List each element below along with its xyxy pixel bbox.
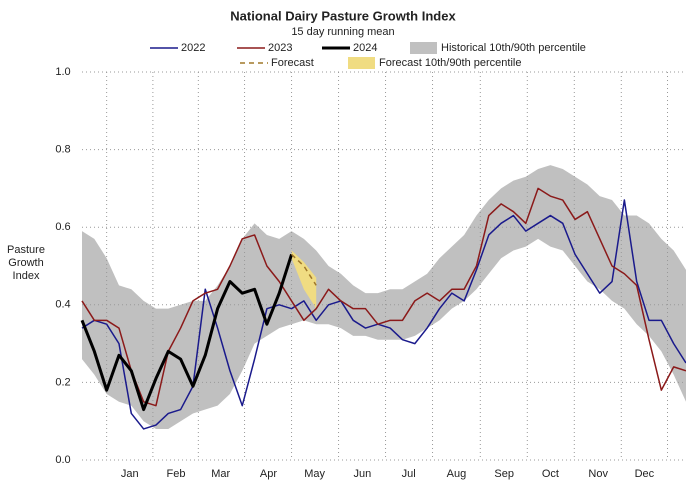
x-tick-label: Jul (402, 468, 416, 480)
y-axis-label: Pasture Growth Index (7, 244, 45, 282)
y-tick-label: 1.0 (55, 66, 70, 78)
y-tick-label: 0.4 (55, 299, 70, 311)
legend-label: Forecast (271, 57, 314, 69)
legend-label: Historical 10th/90th percentile (441, 42, 586, 54)
legend-label: 2022 (181, 42, 205, 54)
percentile-band (82, 165, 686, 429)
x-tick-label: Sep (494, 468, 514, 480)
series-line (81, 187, 686, 407)
legend-swatch (348, 57, 375, 69)
y-tick-label: 0.6 (55, 221, 70, 233)
x-tick-label: Apr (260, 468, 277, 480)
y-tick-label: 0.0 (55, 454, 70, 466)
chart-title: National Dairy Pasture Growth Index (230, 8, 456, 23)
x-tick-label: Feb (167, 468, 186, 480)
chart-subtitle: 15 day running mean (291, 26, 394, 38)
x-tick-label: Dec (635, 468, 655, 480)
x-tick-label: Jun (354, 468, 372, 480)
y-tick-label: 0.8 (55, 144, 70, 156)
x-tick-label: Mar (211, 468, 230, 480)
percentile-band (291, 250, 317, 309)
series-line (80, 253, 293, 412)
legend-label: 2023 (268, 42, 292, 54)
x-tick-label: Nov (588, 468, 608, 480)
x-tick-label: Aug (447, 468, 467, 480)
legend-label: Forecast 10th/90th percentile (379, 57, 521, 69)
y-tick-label: 0.2 (55, 376, 70, 388)
x-tick-label: May (304, 468, 325, 480)
x-tick-label: Jan (121, 468, 139, 480)
legend-swatch (410, 42, 437, 54)
x-tick-label: Oct (542, 468, 559, 480)
legend-label: 2024 (353, 42, 377, 54)
series-line (81, 199, 686, 430)
